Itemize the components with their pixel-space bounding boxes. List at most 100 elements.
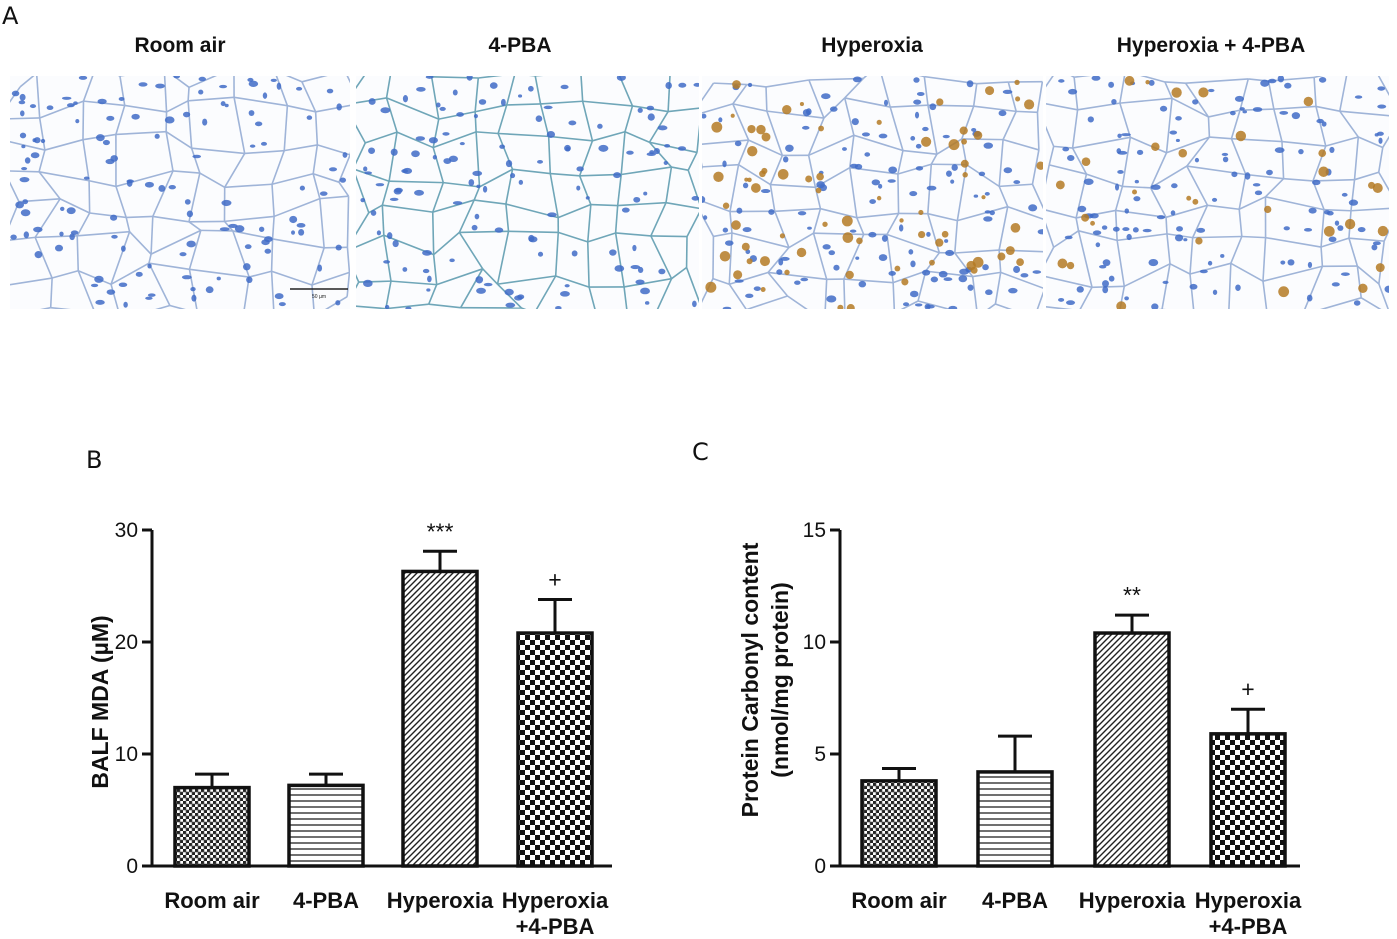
nucleus <box>632 244 637 252</box>
nucleus <box>18 100 26 105</box>
alveolar-wall <box>902 149 937 155</box>
nucleus <box>78 76 88 80</box>
alveolar-wall <box>961 138 1004 141</box>
nucleus <box>951 164 958 171</box>
stained-cell <box>1318 149 1327 158</box>
nucleus <box>943 277 953 281</box>
nucleus <box>855 256 860 260</box>
nucleus <box>637 107 643 113</box>
alveolar-wall <box>224 183 273 189</box>
stained-cell <box>981 195 986 200</box>
nucleus <box>147 263 152 269</box>
stained-cell <box>948 139 960 151</box>
nucleus <box>1372 241 1381 246</box>
alveolar-wall <box>458 231 484 270</box>
nucleus <box>1151 303 1159 309</box>
alveolar-wall <box>243 276 250 309</box>
nucleus <box>621 207 630 213</box>
alveolar-wall <box>476 131 499 135</box>
alveolar-wall <box>115 105 126 135</box>
alveolar-wall <box>787 295 808 309</box>
nucleus <box>1291 112 1301 120</box>
nucleus <box>725 240 734 246</box>
nucleus <box>913 77 920 83</box>
nucleus <box>1099 265 1107 269</box>
nucleus <box>190 286 196 292</box>
nucleus <box>1133 196 1141 202</box>
alveolar-wall <box>115 170 174 188</box>
alveolar-wall <box>998 139 1004 187</box>
alveolar-wall <box>900 300 919 309</box>
nucleus <box>913 99 922 105</box>
nucleus <box>1148 79 1155 86</box>
nucleus <box>909 191 918 197</box>
alveolar-wall <box>497 275 556 285</box>
alveolar-wall <box>505 76 516 106</box>
alveolar-wall <box>586 241 590 288</box>
alveolar-wall <box>813 232 864 236</box>
alveolar-wall <box>148 262 171 306</box>
alveolar-wall <box>1046 102 1078 111</box>
nucleus <box>1003 167 1013 174</box>
nucleus <box>776 269 783 275</box>
nucleus <box>1062 146 1070 152</box>
alveolar-wall <box>1117 233 1168 242</box>
nucleus <box>375 183 385 187</box>
alveolar-wall <box>1354 171 1379 181</box>
y-tick-label: 0 <box>814 855 826 878</box>
nucleus <box>910 136 916 141</box>
nucleus <box>483 282 493 287</box>
nucleus <box>19 132 27 139</box>
nucleus <box>958 275 968 283</box>
alveolar-wall <box>687 169 699 205</box>
nucleus <box>816 181 825 189</box>
alveolar-wall <box>1348 237 1385 242</box>
stained-cell <box>777 168 789 180</box>
nucleus <box>946 170 952 177</box>
alveolar-wall <box>1189 237 1194 275</box>
alveolar-wall <box>995 303 1013 309</box>
stained-cell <box>936 98 944 106</box>
stained-cell <box>822 221 828 227</box>
nucleus <box>1341 192 1348 197</box>
alveolar-wall <box>592 130 626 142</box>
nucleus <box>46 105 54 111</box>
nucleus <box>677 146 687 151</box>
nucleus <box>145 296 153 300</box>
alveolar-wall <box>431 182 445 213</box>
alveolar-wall <box>1382 135 1389 148</box>
nucleus <box>543 105 553 110</box>
nucleus <box>635 279 645 285</box>
nucleus <box>192 154 202 159</box>
alveolar-wall <box>356 142 367 165</box>
category-label: Room air <box>164 888 260 913</box>
nucleus <box>390 148 398 156</box>
alveolar-wall <box>1357 136 1384 149</box>
stained-cell <box>747 145 758 157</box>
nucleus <box>915 166 924 171</box>
nucleus <box>10 234 17 240</box>
alveolar-wall <box>897 173 900 214</box>
nucleus <box>1066 300 1076 306</box>
alveolar-wall <box>346 247 350 273</box>
nucleus <box>219 227 230 232</box>
nucleus <box>800 277 809 282</box>
alveolar-wall <box>844 77 864 99</box>
alveolar-wall <box>1312 180 1325 211</box>
alveolar-wall <box>430 76 440 120</box>
stained-cell <box>894 265 901 272</box>
nucleus <box>96 134 105 142</box>
alveolar-wall <box>558 231 589 243</box>
nucleus <box>1329 146 1335 154</box>
nucleus <box>643 191 648 196</box>
nucleus <box>276 82 282 90</box>
alveolar-wall <box>1078 230 1118 242</box>
alveolar-wall <box>994 272 1002 305</box>
alveolar-wall <box>165 131 174 172</box>
alveolar-wall <box>224 153 246 188</box>
nucleus <box>973 194 979 198</box>
nucleus <box>565 146 571 152</box>
alveolar-wall <box>165 131 193 149</box>
alveolar-wall <box>954 252 974 278</box>
